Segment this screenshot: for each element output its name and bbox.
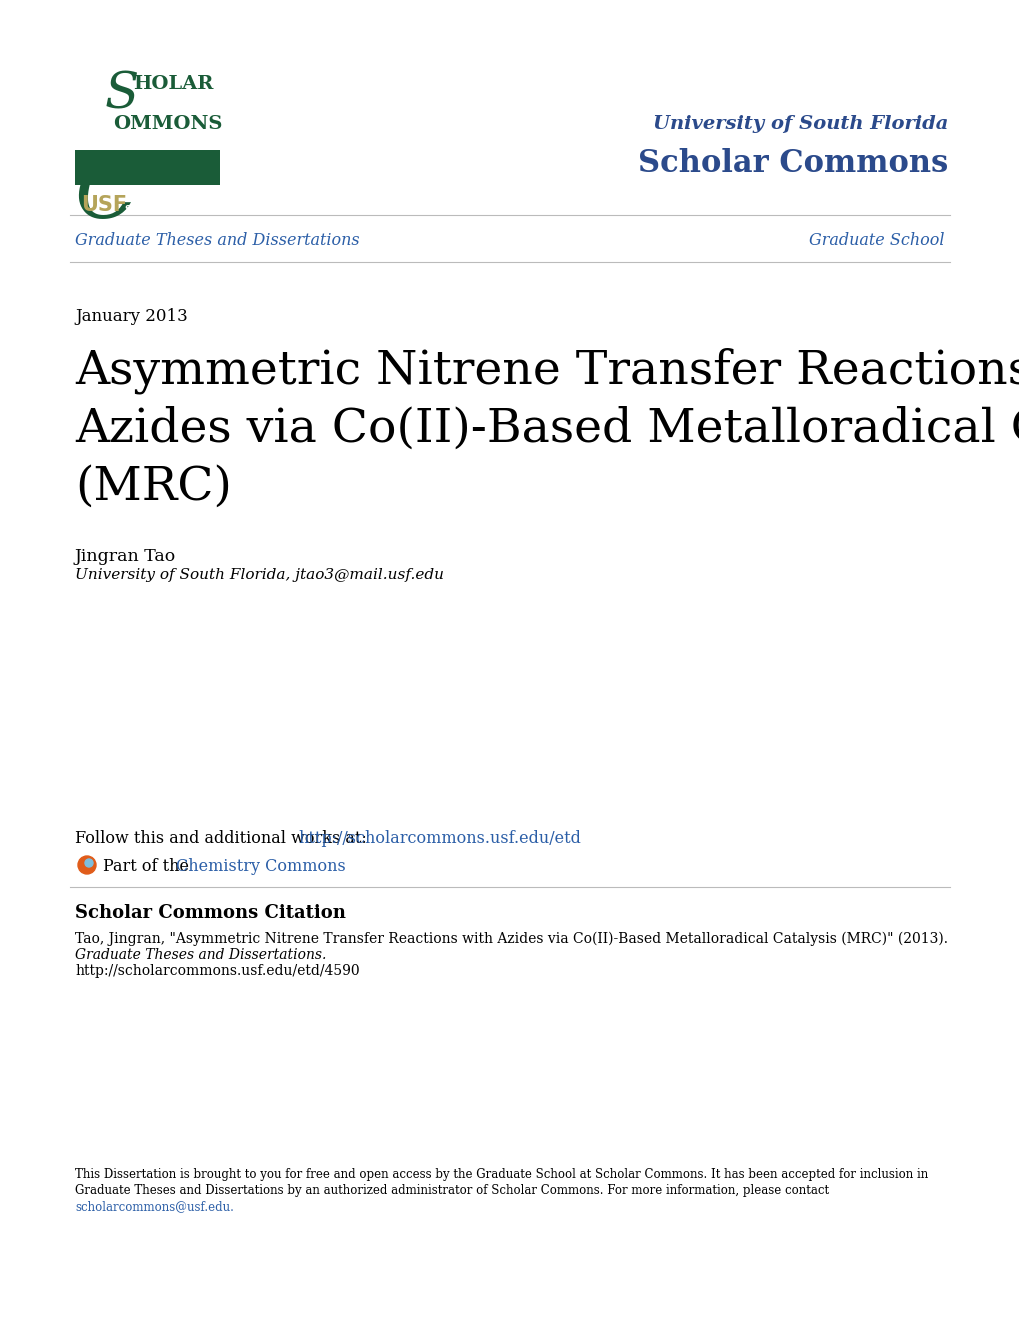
Text: University of South Florida, jtao3@mail.usf.edu: University of South Florida, jtao3@mail.… xyxy=(75,568,443,582)
Text: UNIVERSITY OF: UNIVERSITY OF xyxy=(125,194,203,203)
Text: Scholar Commons: Scholar Commons xyxy=(637,148,947,180)
Text: This Dissertation is brought to you for free and open access by the Graduate Sch: This Dissertation is brought to you for … xyxy=(75,1168,927,1181)
Text: University of South Florida: University of South Florida xyxy=(652,115,947,133)
Text: http://scholarcommons.usf.edu/etd/4590: http://scholarcommons.usf.edu/etd/4590 xyxy=(75,964,360,978)
Text: scholarcommons@usf.edu.: scholarcommons@usf.edu. xyxy=(75,1200,233,1213)
Text: Scholar Commons Citation: Scholar Commons Citation xyxy=(75,904,345,921)
Text: Azides via Co(II)-Based Metalloradical Catalysis: Azides via Co(II)-Based Metalloradical C… xyxy=(75,407,1019,453)
Text: Asymmetric Nitrene Transfer Reactions with: Asymmetric Nitrene Transfer Reactions wi… xyxy=(75,348,1019,395)
Circle shape xyxy=(77,855,96,874)
Text: January 2013: January 2013 xyxy=(75,308,187,325)
Text: Graduate School: Graduate School xyxy=(809,232,944,249)
Text: OMMONS: OMMONS xyxy=(113,115,222,133)
Text: C: C xyxy=(75,154,139,235)
Text: Chemistry Commons: Chemistry Commons xyxy=(175,858,345,875)
Text: Graduate Theses and Dissertations by an authorized administrator of Scholar Comm: Graduate Theses and Dissertations by an … xyxy=(75,1184,828,1197)
Text: SOUTH FLORIDA: SOUTH FLORIDA xyxy=(125,205,208,214)
Text: http://scholarcommons.usf.edu/etd: http://scholarcommons.usf.edu/etd xyxy=(299,830,581,847)
Text: Tao, Jingran, "Asymmetric Nitrene Transfer Reactions with Azides via Co(II)-Base: Tao, Jingran, "Asymmetric Nitrene Transf… xyxy=(75,932,947,946)
Text: HOLAR: HOLAR xyxy=(132,75,213,92)
Text: S: S xyxy=(105,70,140,119)
Bar xyxy=(75,150,220,185)
Text: Part of the: Part of the xyxy=(103,858,194,875)
Text: Jingran Tao: Jingran Tao xyxy=(75,548,176,565)
Text: Graduate Theses and Dissertations: Graduate Theses and Dissertations xyxy=(75,232,360,249)
Circle shape xyxy=(85,859,93,867)
Text: USF: USF xyxy=(81,195,127,215)
Text: Follow this and additional works at:: Follow this and additional works at: xyxy=(75,830,372,847)
Text: (MRC): (MRC) xyxy=(75,465,231,510)
Text: Graduate Theses and Dissertations.: Graduate Theses and Dissertations. xyxy=(75,948,326,962)
